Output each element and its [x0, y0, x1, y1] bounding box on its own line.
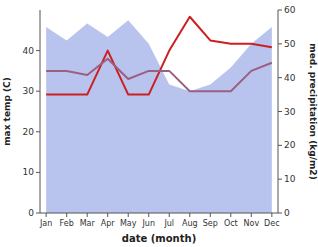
line — [46, 59, 272, 91]
line — [46, 17, 272, 95]
x-tick — [87, 213, 88, 217]
x-tick-label: Dec — [264, 219, 279, 228]
y2-tick — [278, 145, 282, 146]
x-tick-label: Jul — [163, 219, 174, 228]
x-tick-label: Mar — [80, 219, 96, 228]
y2-tick — [278, 77, 282, 78]
y-tick-label: 40 — [23, 46, 35, 56]
y-tick — [36, 91, 40, 92]
y2-tick-label: 0 — [284, 208, 290, 218]
x-tick — [169, 213, 170, 217]
chart: 0 10 20 30 40 0 10 20 30 40 50 60 Jan Feb Mar Apr May Jun… — [0, 0, 318, 247]
x-tick — [107, 213, 108, 217]
x-tick-label: Sep — [203, 219, 218, 228]
x-tick — [230, 213, 231, 217]
y2-tick-label: 40 — [284, 73, 296, 83]
x-axis-label: date (month) — [122, 233, 196, 244]
y2-tick — [278, 179, 282, 180]
y-tick — [36, 213, 40, 214]
x-tick-label: Feb — [60, 219, 74, 228]
x-tick — [210, 213, 211, 217]
y-tick-label: 30 — [23, 86, 35, 96]
x-tick — [148, 213, 149, 217]
x-tick-label: Jan — [39, 219, 52, 228]
y2-tick-label: 30 — [284, 107, 296, 117]
y2-tick — [278, 111, 282, 112]
x-tick-label: Nov — [244, 219, 260, 228]
y2-tick — [278, 213, 282, 214]
y-axis-label: max temp (C) — [2, 77, 12, 146]
y-tick-label: 0 — [28, 208, 34, 218]
area — [46, 20, 272, 213]
x-tick — [271, 213, 272, 217]
x-tick — [189, 213, 190, 217]
x-tick — [128, 213, 129, 217]
y2-tick-label: 20 — [284, 140, 296, 150]
x-tick — [66, 213, 67, 217]
y2-axis-label: med. precipitation (kg/m2) — [308, 43, 318, 179]
x-tick-label: Aug — [182, 219, 198, 228]
x-tick-label: Oct — [224, 219, 238, 228]
x-tick — [251, 213, 252, 217]
y2-tick-label: 50 — [284, 39, 296, 49]
y2-tick-label: 10 — [284, 174, 296, 184]
x-axis-line — [40, 213, 278, 214]
y2-tick — [278, 43, 282, 44]
y2-tick — [278, 10, 282, 11]
x-tick-label: Jun — [141, 219, 155, 228]
y-tick-label: 10 — [23, 167, 35, 177]
y-axis-line — [40, 10, 41, 213]
y-tick — [36, 50, 40, 51]
y-tick — [36, 131, 40, 132]
plot-area — [46, 17, 272, 213]
x-tick-label: Apr — [101, 219, 116, 228]
y-tick-label: 20 — [23, 127, 35, 137]
x-tick — [46, 213, 47, 217]
x-tick-label: May — [120, 219, 137, 228]
y2-tick-label: 60 — [284, 5, 296, 15]
y-tick — [36, 172, 40, 173]
